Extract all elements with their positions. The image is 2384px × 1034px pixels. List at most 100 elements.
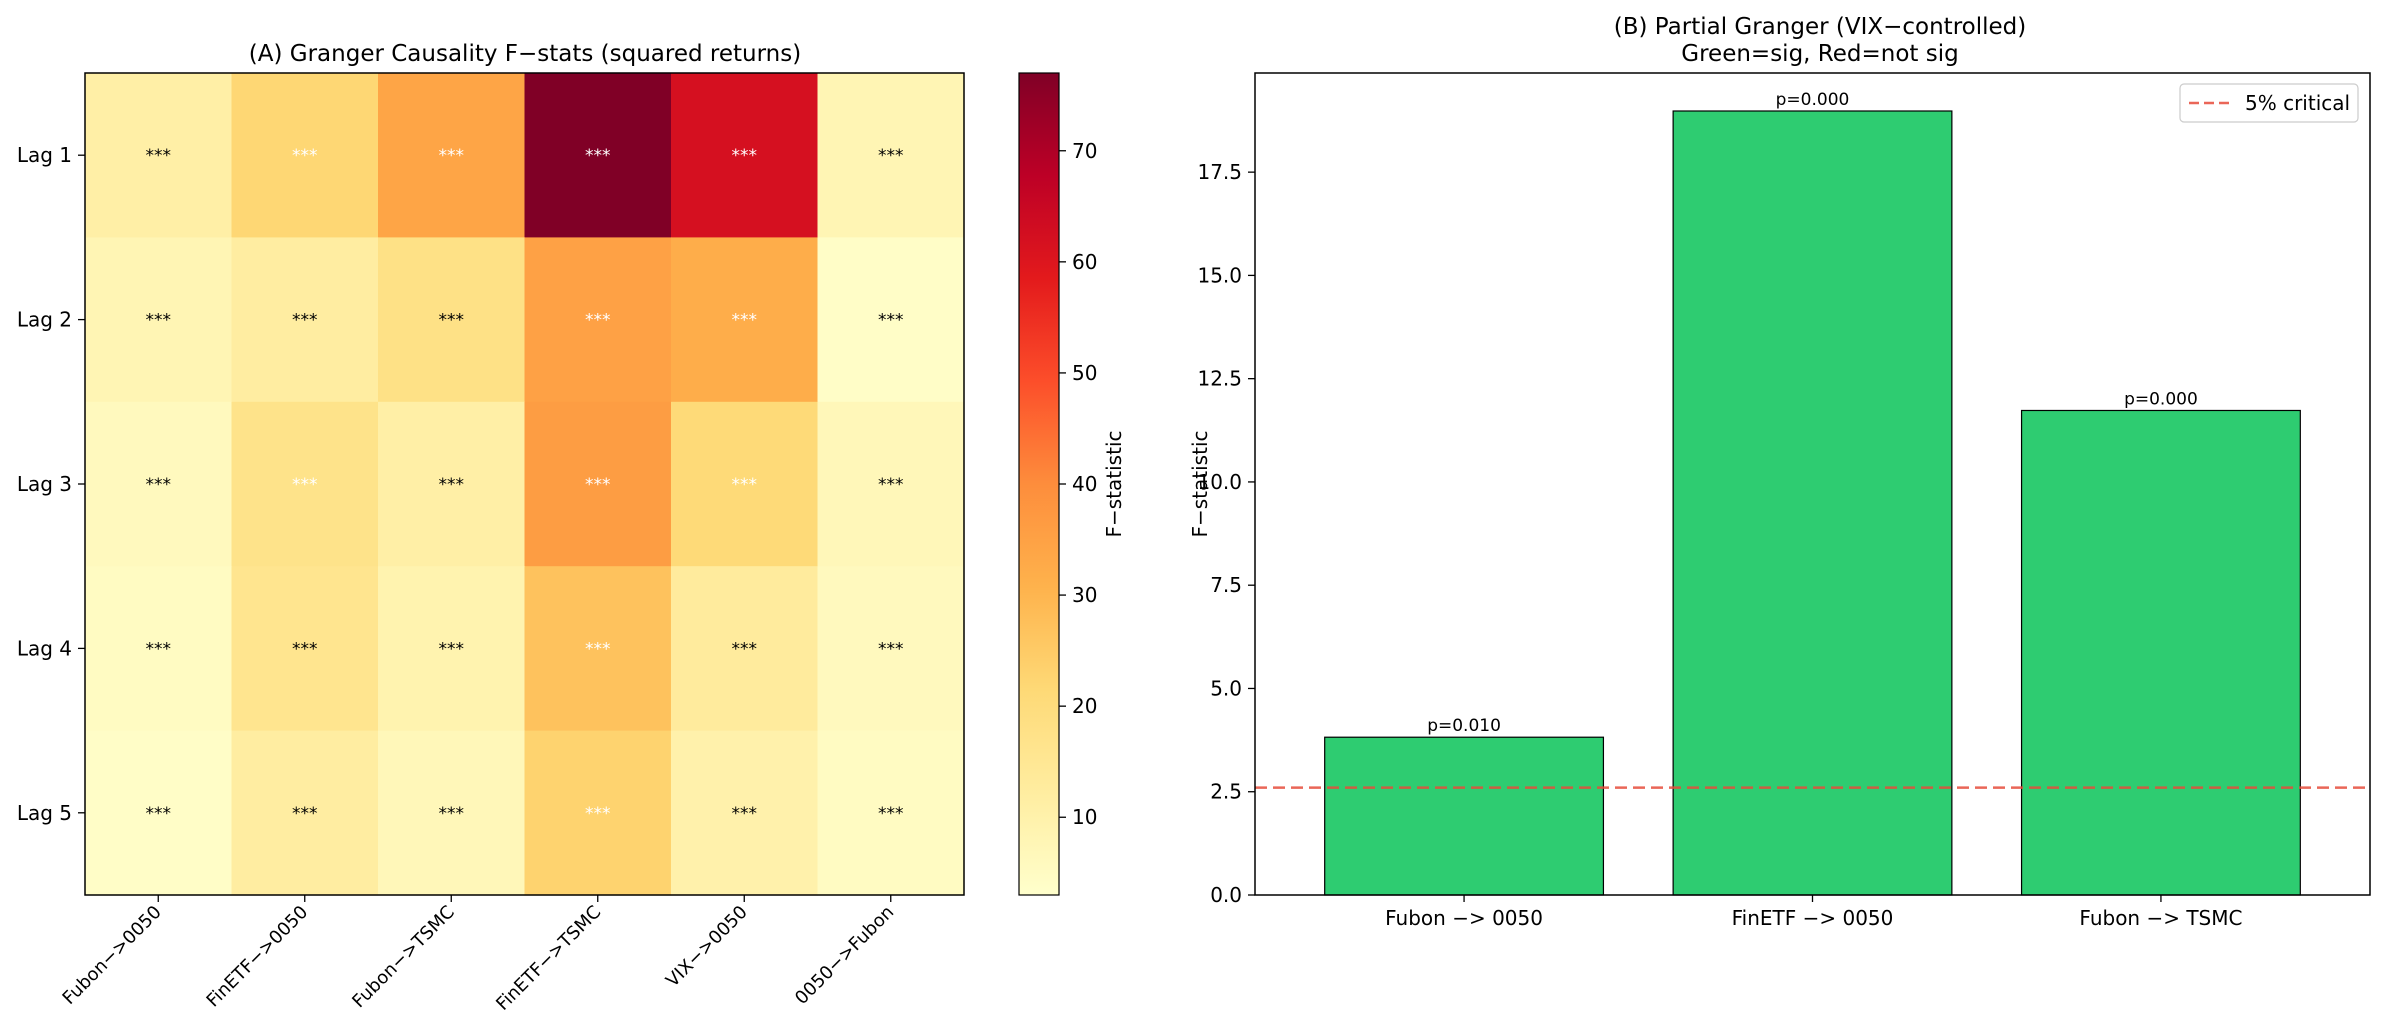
colorbar-tick-label: 20 [1072,694,1097,718]
heatmap-cell-annotation: *** [878,804,904,824]
bar-chart-panel: (B) Partial Granger (VIX−controlled) Gre… [1188,14,2371,930]
bars [1324,110,2301,896]
heatmap-cell [524,401,672,567]
heatmap-cell-annotation: *** [439,804,465,824]
bar-chart-title: (B) Partial Granger (VIX−controlled) [1614,14,2026,40]
heatmap-cells [85,73,965,896]
bar [1324,736,1605,896]
heatmap-cell-annotation: *** [146,475,172,495]
heatmap-title: (A) Granger Causality F−stats (squared r… [249,41,801,67]
x-tick-label: Fubon −> TSMC [2079,906,2242,930]
heatmap-cell-annotation: *** [732,804,758,824]
heatmap-cell [817,73,965,238]
heatmap-cell-annotation: *** [292,639,318,659]
y-tick-label: Lag 5 [17,801,72,825]
heatmap-cell-annotation: *** [585,639,611,659]
legend-box [2179,83,2359,123]
heatmap-cell [85,401,233,567]
bar-chart-subtitle: Green=sig, Red=not sig [1681,41,1958,67]
heatmap-cell [231,730,379,896]
x-tick-label: Fubon −> 0050 [1385,906,1543,930]
heatmap-cell-annotation: *** [439,475,465,495]
heatmap-cell-annotation: *** [585,311,611,331]
colorbar-tick-label: 10 [1072,805,1097,829]
y-tick-label: 0.0 [1210,883,1242,907]
heatmap-cell-annotation: *** [732,311,758,331]
heatmap-cell-annotation: *** [732,475,758,495]
heatmap-cell [231,566,379,732]
heatmap-cell-annotation: *** [732,639,758,659]
y-tick-label: 7.5 [1210,573,1242,597]
x-tick-label: FinETF−>TSMC [492,902,605,1015]
heatmap-cell-annotation: *** [146,804,172,824]
y-tick-label: Lag 3 [17,472,72,496]
heatmap-cell-annotation: *** [585,146,611,166]
y-tick-label: 17.5 [1197,160,1242,184]
heatmap-cell [378,730,526,896]
heatmap-cell [524,73,672,238]
bar-value-label: p=0.010 [1427,716,1501,736]
legend: 5% critical [2179,83,2359,123]
x-tick-label: Fubon−>0050 [59,902,166,1009]
heatmap-cell [378,401,526,567]
heatmap-cell [524,237,672,403]
colorbar-tick-label: 70 [1072,139,1097,163]
heatmap-cell-annotation: *** [292,804,318,824]
colorbar-tick-label: 50 [1072,361,1097,385]
heatmap-y-axis: Lag 1 Lag 2 Lag 3 Lag 4 Lag 5 [17,143,85,825]
bar [2020,409,2301,896]
y-tick-label: Lag 2 [17,308,72,332]
bar-value-labels: p=0.010 p=0.000 p=0.000 [1427,90,2198,736]
colorbar-label: F−statistic [1102,431,1126,538]
heatmap-panel: (A) Granger Causality F−stats (squared r… [17,41,965,1015]
heatmap-cell-annotation: *** [146,639,172,659]
heatmap-cell [85,237,233,403]
heatmap-cell-annotation: *** [878,475,904,495]
heatmap-cell-annotation: *** [439,146,465,166]
y-tick-label: 10.0 [1197,470,1242,494]
bar-chart-y-axis: 0.0 2.5 5.0 7.5 10.0 12.5 15.0 17.5 [1197,160,1255,907]
heatmap-cell [378,566,526,732]
heatmap-cell [671,566,819,732]
bar-value-label: p=0.000 [2124,389,2198,409]
heatmap-cell [85,730,233,896]
legend-label: 5% critical [2245,91,2350,115]
heatmap-annotations: *** *** *** *** *** *** *** *** *** *** *** *** *** *… [146,146,904,824]
heatmap-cell-annotation: *** [878,639,904,659]
colorbar-tick-label: 40 [1072,472,1097,496]
heatmap-cell [817,730,965,896]
heatmap-cell-annotation: *** [439,311,465,331]
bar-chart-ylabel: F−statistic [1188,431,1212,538]
heatmap-cell [671,401,819,567]
heatmap-cell-annotation: *** [146,146,172,166]
heatmap-cell [524,730,672,896]
heatmap-cell-annotation: *** [585,804,611,824]
y-tick-label: 15.0 [1197,263,1242,287]
heatmap-cell-annotation: *** [878,146,904,166]
heatmap-cell [85,566,233,732]
heatmap-cell-annotation: *** [585,475,611,495]
heatmap-cell-annotation: *** [292,475,318,495]
heatmap-cell-annotation: *** [732,146,758,166]
heatmap-cell-annotation: *** [878,311,904,331]
y-tick-label: Lag 4 [17,636,72,660]
y-tick-label: 5.0 [1210,676,1242,700]
heatmap-cell-annotation: *** [292,146,318,166]
heatmap-cell [231,237,379,403]
heatmap-cell-annotation: *** [292,311,318,331]
heatmap-x-axis: Fubon−>0050 FinETF−>0050 Fubon−>TSMC FinETF… [59,895,898,1015]
colorbar: 10 20 30 40 50 60 70 F−statistic [1018,72,1126,896]
colorbar-tick-label: 30 [1072,583,1097,607]
colorbar-tick-label: 60 [1072,250,1097,274]
heatmap-cell-annotation: *** [439,639,465,659]
heatmap-cell [231,401,379,567]
heatmap-cell-annotation: *** [146,311,172,331]
heatmap-cell [85,73,233,238]
colorbar-ticks: 10 20 30 40 50 60 70 [1059,139,1097,829]
heatmap-cell [671,237,819,403]
bar [1672,110,1953,896]
heatmap-cell [524,566,672,732]
heatmap-cell [231,73,379,238]
heatmap-cell [378,237,526,403]
x-tick-label: Fubon−>TSMC [348,902,459,1013]
